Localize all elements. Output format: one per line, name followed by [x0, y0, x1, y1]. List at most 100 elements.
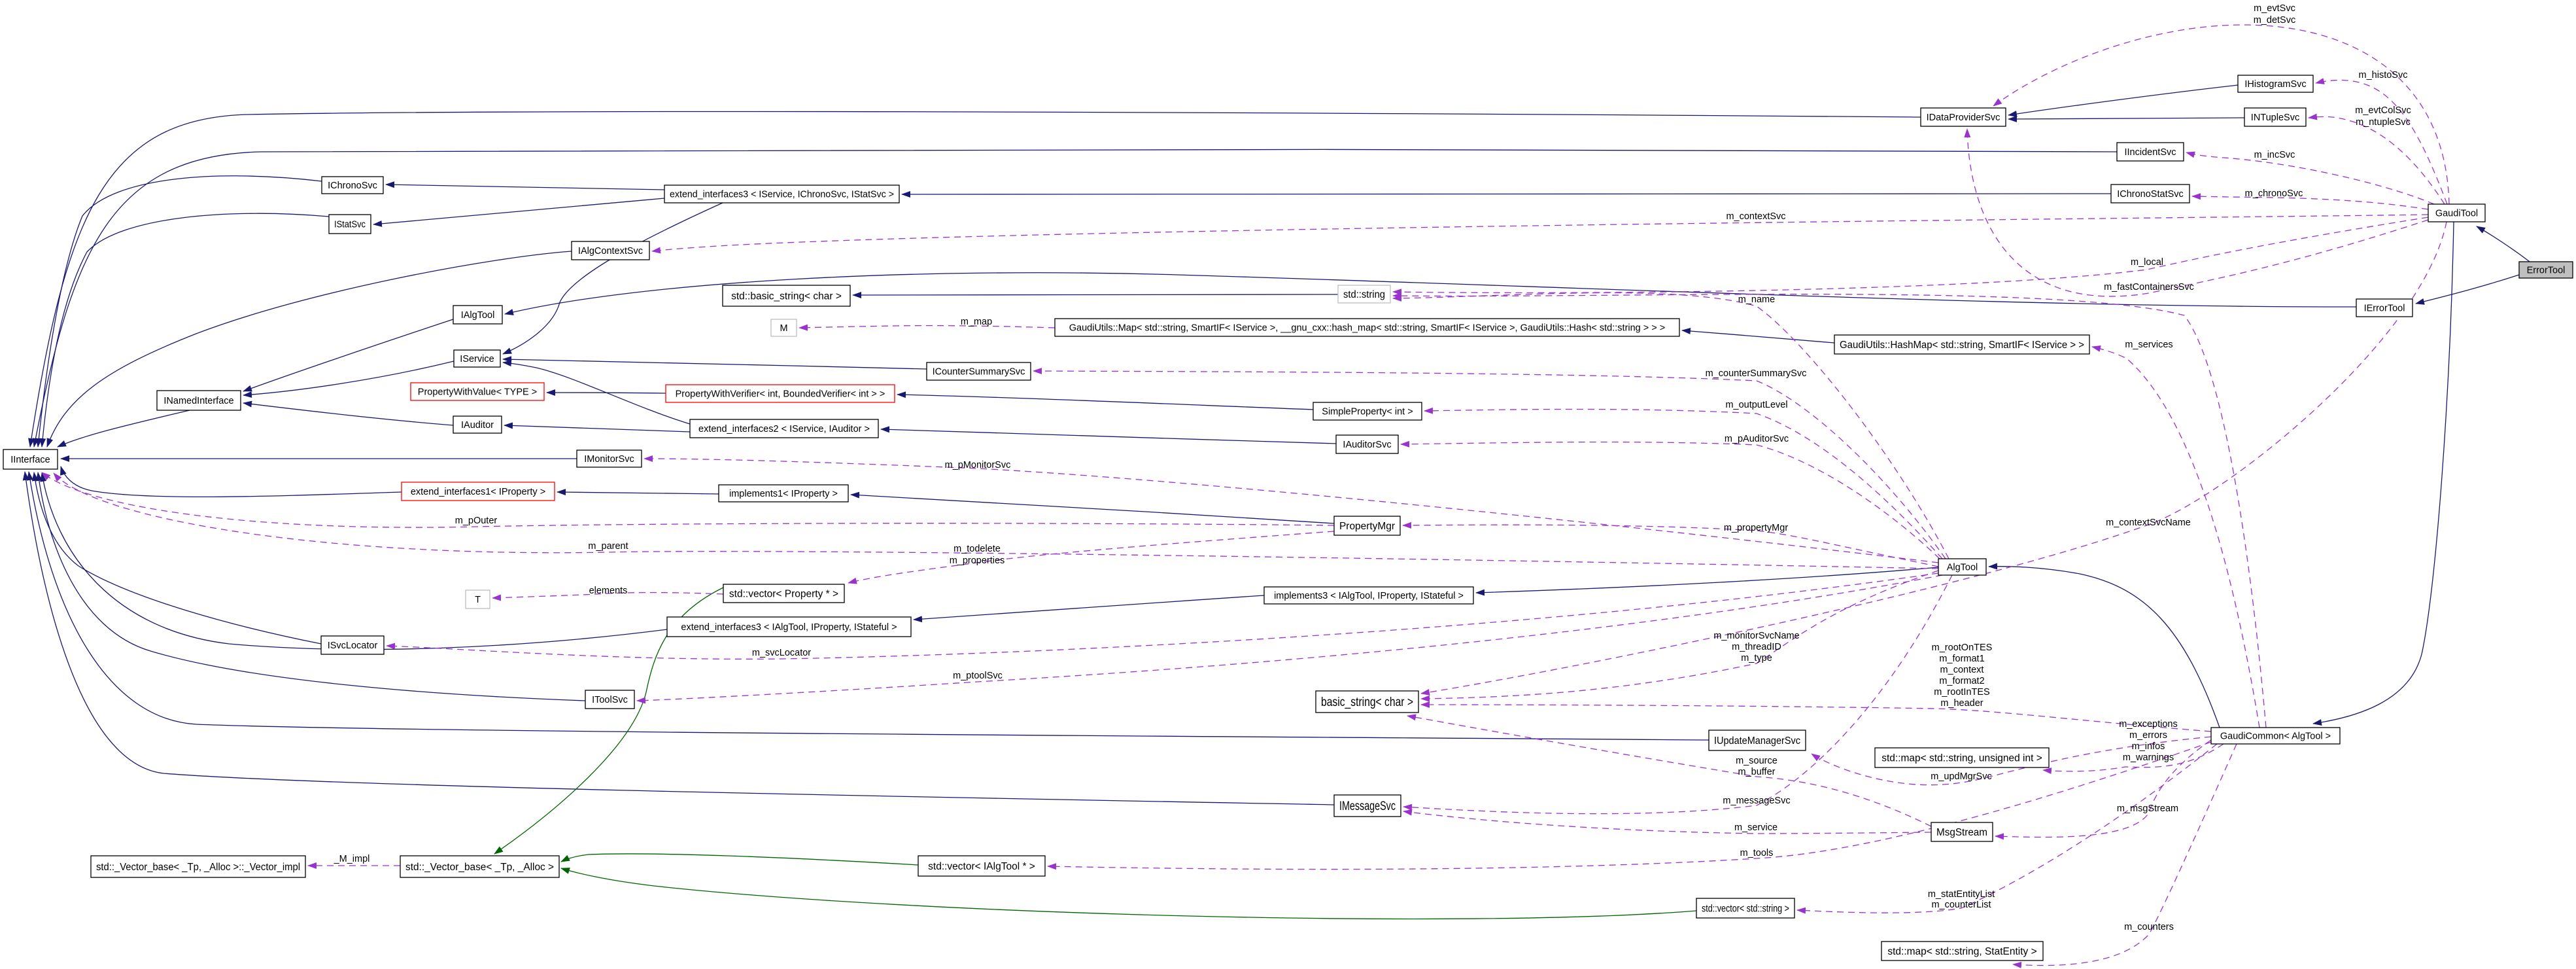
svg-text:m_source: m_source	[1736, 756, 1777, 766]
svg-text:extend_interfaces3 < IService,: extend_interfaces3 < IService, IChronoSv…	[670, 190, 894, 200]
svg-text:m_buffer: m_buffer	[1738, 767, 1776, 777]
svg-text:m_ptoolSvc: m_ptoolSvc	[953, 671, 1003, 681]
svg-text:T: T	[475, 595, 481, 605]
svg-text:implements1< IProperty >: implements1< IProperty >	[729, 489, 838, 499]
svg-text:m_type: m_type	[1741, 653, 1772, 663]
svg-text:m_outputLevel: m_outputLevel	[1725, 400, 1787, 410]
svg-text:IMonitorSvc: IMonitorSvc	[584, 454, 634, 465]
svg-text:m_parent: m_parent	[588, 541, 628, 552]
svg-text:m_updMgrSvc: m_updMgrSvc	[1931, 771, 1991, 782]
svg-text:m_format2: m_format2	[1939, 676, 1984, 686]
svg-text:m_detSvc: m_detSvc	[2254, 15, 2295, 26]
svg-text:IStatSvc: IStatSvc	[334, 220, 366, 230]
svg-text:basic_string< char >: basic_string< char >	[1321, 696, 1413, 709]
svg-text:ICounterSummarySvc: ICounterSummarySvc	[933, 367, 1025, 378]
svg-text:m_exceptions: m_exceptions	[2119, 719, 2177, 730]
svg-text:m_msgStream: m_msgStream	[2117, 803, 2178, 814]
svg-text:IDataProviderSvc: IDataProviderSvc	[1927, 113, 2001, 123]
svg-text:m_errors: m_errors	[2129, 730, 2167, 741]
svg-text:m_ntupleSvc: m_ntupleSvc	[2356, 117, 2411, 128]
svg-text:m_todelete: m_todelete	[953, 544, 1001, 554]
svg-text:std::vector< IAlgTool * >: std::vector< IAlgTool * >	[928, 861, 1035, 872]
svg-text:IHistogramSvc: IHistogramSvc	[2244, 79, 2306, 90]
svg-text:m_messageSvc: m_messageSvc	[1723, 796, 1790, 806]
svg-text:IService: IService	[460, 354, 494, 364]
svg-text:std::_Vector_base< _Tp, _Alloc: std::_Vector_base< _Tp, _Alloc >::_Vecto…	[96, 862, 300, 873]
svg-text:m_threadID: m_threadID	[1732, 642, 1781, 652]
svg-text:extend_interfaces3 < IAlgTool,: extend_interfaces3 < IAlgTool, IProperty…	[681, 622, 897, 633]
svg-text:m_pMonitorSvc: m_pMonitorSvc	[945, 460, 1011, 470]
svg-text:ISvcLocator: ISvcLocator	[328, 641, 378, 651]
svg-text:AlgTool: AlgTool	[1947, 563, 1978, 573]
svg-text:GaudiTool: GaudiTool	[2435, 209, 2478, 219]
svg-text:m_counterList: m_counterList	[1931, 900, 1991, 910]
svg-text:std::vector< std::string >: std::vector< std::string >	[1702, 903, 1789, 914]
svg-text:m_chronoSvc: m_chronoSvc	[2245, 188, 2303, 199]
svg-text:m_rootOnTES: m_rootOnTES	[1932, 643, 1993, 653]
svg-text:GaudiUtils::Map< std::string,: GaudiUtils::Map< std::string, SmartIF< I…	[1069, 323, 1665, 334]
svg-text:PropertyWithVerifier< int, Bou: PropertyWithVerifier< int, BoundedVerifi…	[676, 389, 885, 400]
svg-text:INTupleSvc: INTupleSvc	[2251, 113, 2299, 123]
svg-text:m_format1: m_format1	[1939, 654, 1984, 664]
svg-text:PropertyMgr: PropertyMgr	[1339, 521, 1395, 532]
svg-text:m_counterSummarySvc: m_counterSummarySvc	[1706, 368, 1807, 379]
svg-text:m_evtSvc: m_evtSvc	[2254, 3, 2295, 14]
svg-text:m_contextSvc: m_contextSvc	[1726, 211, 1785, 222]
svg-text:PropertyWithValue< TYPE >: PropertyWithValue< TYPE >	[418, 387, 537, 398]
svg-text:m_contextSvcName: m_contextSvcName	[2106, 518, 2191, 528]
svg-text:m_svcLocator: m_svcLocator	[752, 648, 811, 658]
svg-text:IAuditorSvc: IAuditorSvc	[1343, 440, 1391, 450]
svg-text:IToolSvc: IToolSvc	[592, 695, 628, 705]
svg-text:ErrorTool: ErrorTool	[2527, 266, 2566, 276]
svg-text:IIncidentSvc: IIncidentSvc	[2125, 147, 2176, 158]
svg-text:GaudiCommon< AlgTool >: GaudiCommon< AlgTool >	[2220, 731, 2331, 742]
svg-text:m_header: m_header	[1940, 698, 1983, 709]
svg-text:IAlgContextSvc: IAlgContextSvc	[578, 246, 643, 256]
svg-text:m_fastContainersSvc: m_fastContainersSvc	[2104, 282, 2194, 292]
svg-text:IMessageSvc: IMessageSvc	[1339, 800, 1396, 813]
svg-text:m_pOuter: m_pOuter	[455, 516, 498, 526]
svg-text:IInterface: IInterface	[10, 455, 50, 465]
svg-text:std::_Vector_base< _Tp, _Alloc: std::_Vector_base< _Tp, _Alloc >	[405, 862, 554, 873]
svg-text:m_map: m_map	[961, 317, 992, 327]
svg-text:m_counters: m_counters	[2124, 922, 2174, 932]
svg-text:_M_impl: _M_impl	[334, 854, 370, 864]
svg-text:IAlgTool: IAlgTool	[461, 310, 495, 321]
svg-text:m_propertyMgr: m_propertyMgr	[1724, 523, 1788, 533]
svg-text:SimpleProperty< int >: SimpleProperty< int >	[1322, 407, 1413, 417]
svg-text:m_properties: m_properties	[950, 555, 1005, 566]
svg-text:m_pAuditorSvc: m_pAuditorSvc	[1725, 434, 1789, 444]
svg-text:std::map< std::string, StatEnt: std::map< std::string, StatEntity >	[1887, 946, 2036, 957]
svg-text:IUpdateManagerSvc: IUpdateManagerSvc	[1714, 735, 1800, 747]
svg-text:IAuditor: IAuditor	[461, 420, 494, 431]
svg-text:m_infos: m_infos	[2132, 741, 2165, 752]
svg-text:m_service: m_service	[1734, 822, 1777, 833]
svg-text:m_warnings: m_warnings	[2123, 752, 2174, 763]
svg-text:IChronoStatSvc: IChronoStatSvc	[2117, 189, 2184, 200]
svg-text:m_services: m_services	[2125, 340, 2172, 350]
svg-text:m_rootInTES: m_rootInTES	[1934, 687, 1989, 697]
svg-text:std::vector< Property * >: std::vector< Property * >	[729, 588, 838, 599]
svg-text:GaudiUtils::HashMap< std::stri: GaudiUtils::HashMap< std::string, SmartI…	[1840, 340, 2084, 351]
svg-text:IChronoSvc: IChronoSvc	[328, 181, 377, 191]
svg-text:m_monitorSvcName: m_monitorSvcName	[1713, 631, 1799, 641]
svg-text:extend_interfaces2 < IService,: extend_interfaces2 < IService, IAuditor …	[698, 424, 870, 434]
svg-text:m_local: m_local	[2131, 257, 2163, 268]
svg-text:m_histoSvc: m_histoSvc	[2359, 70, 2408, 80]
svg-text:m_statEntityList: m_statEntityList	[1928, 889, 1995, 900]
svg-text:extend_interfaces1< IProperty: extend_interfaces1< IProperty >	[411, 487, 545, 497]
svg-text:IErrorTool: IErrorTool	[2364, 304, 2405, 314]
svg-text:m_context: m_context	[1940, 665, 1984, 675]
svg-text:m_evtColSvc: m_evtColSvc	[2355, 105, 2411, 116]
svg-text:INamedInterface: INamedInterface	[163, 396, 233, 406]
svg-text:m_incSvc: m_incSvc	[2254, 150, 2295, 160]
svg-text:MsgStream: MsgStream	[1936, 827, 1987, 838]
svg-text:std::string: std::string	[1343, 289, 1385, 300]
svg-text:implements3 < IAlgTool, IPrope: implements3 < IAlgTool, IProperty, IStat…	[1274, 591, 1464, 601]
svg-text:m_name: m_name	[1738, 294, 1775, 305]
svg-text:m_tools: m_tools	[1740, 848, 1774, 858]
svg-text:elements: elements	[589, 586, 628, 596]
svg-text:std::basic_string< char >: std::basic_string< char >	[731, 291, 842, 302]
svg-text:M: M	[780, 323, 787, 334]
svg-text:std::map< std::string, unsigne: std::map< std::string, unsigned int >	[1881, 752, 2042, 764]
